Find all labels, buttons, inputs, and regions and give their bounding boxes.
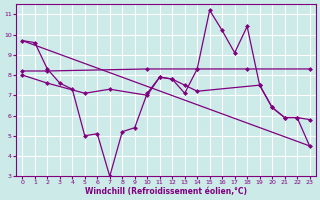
X-axis label: Windchill (Refroidissement éolien,°C): Windchill (Refroidissement éolien,°C) [85,187,247,196]
